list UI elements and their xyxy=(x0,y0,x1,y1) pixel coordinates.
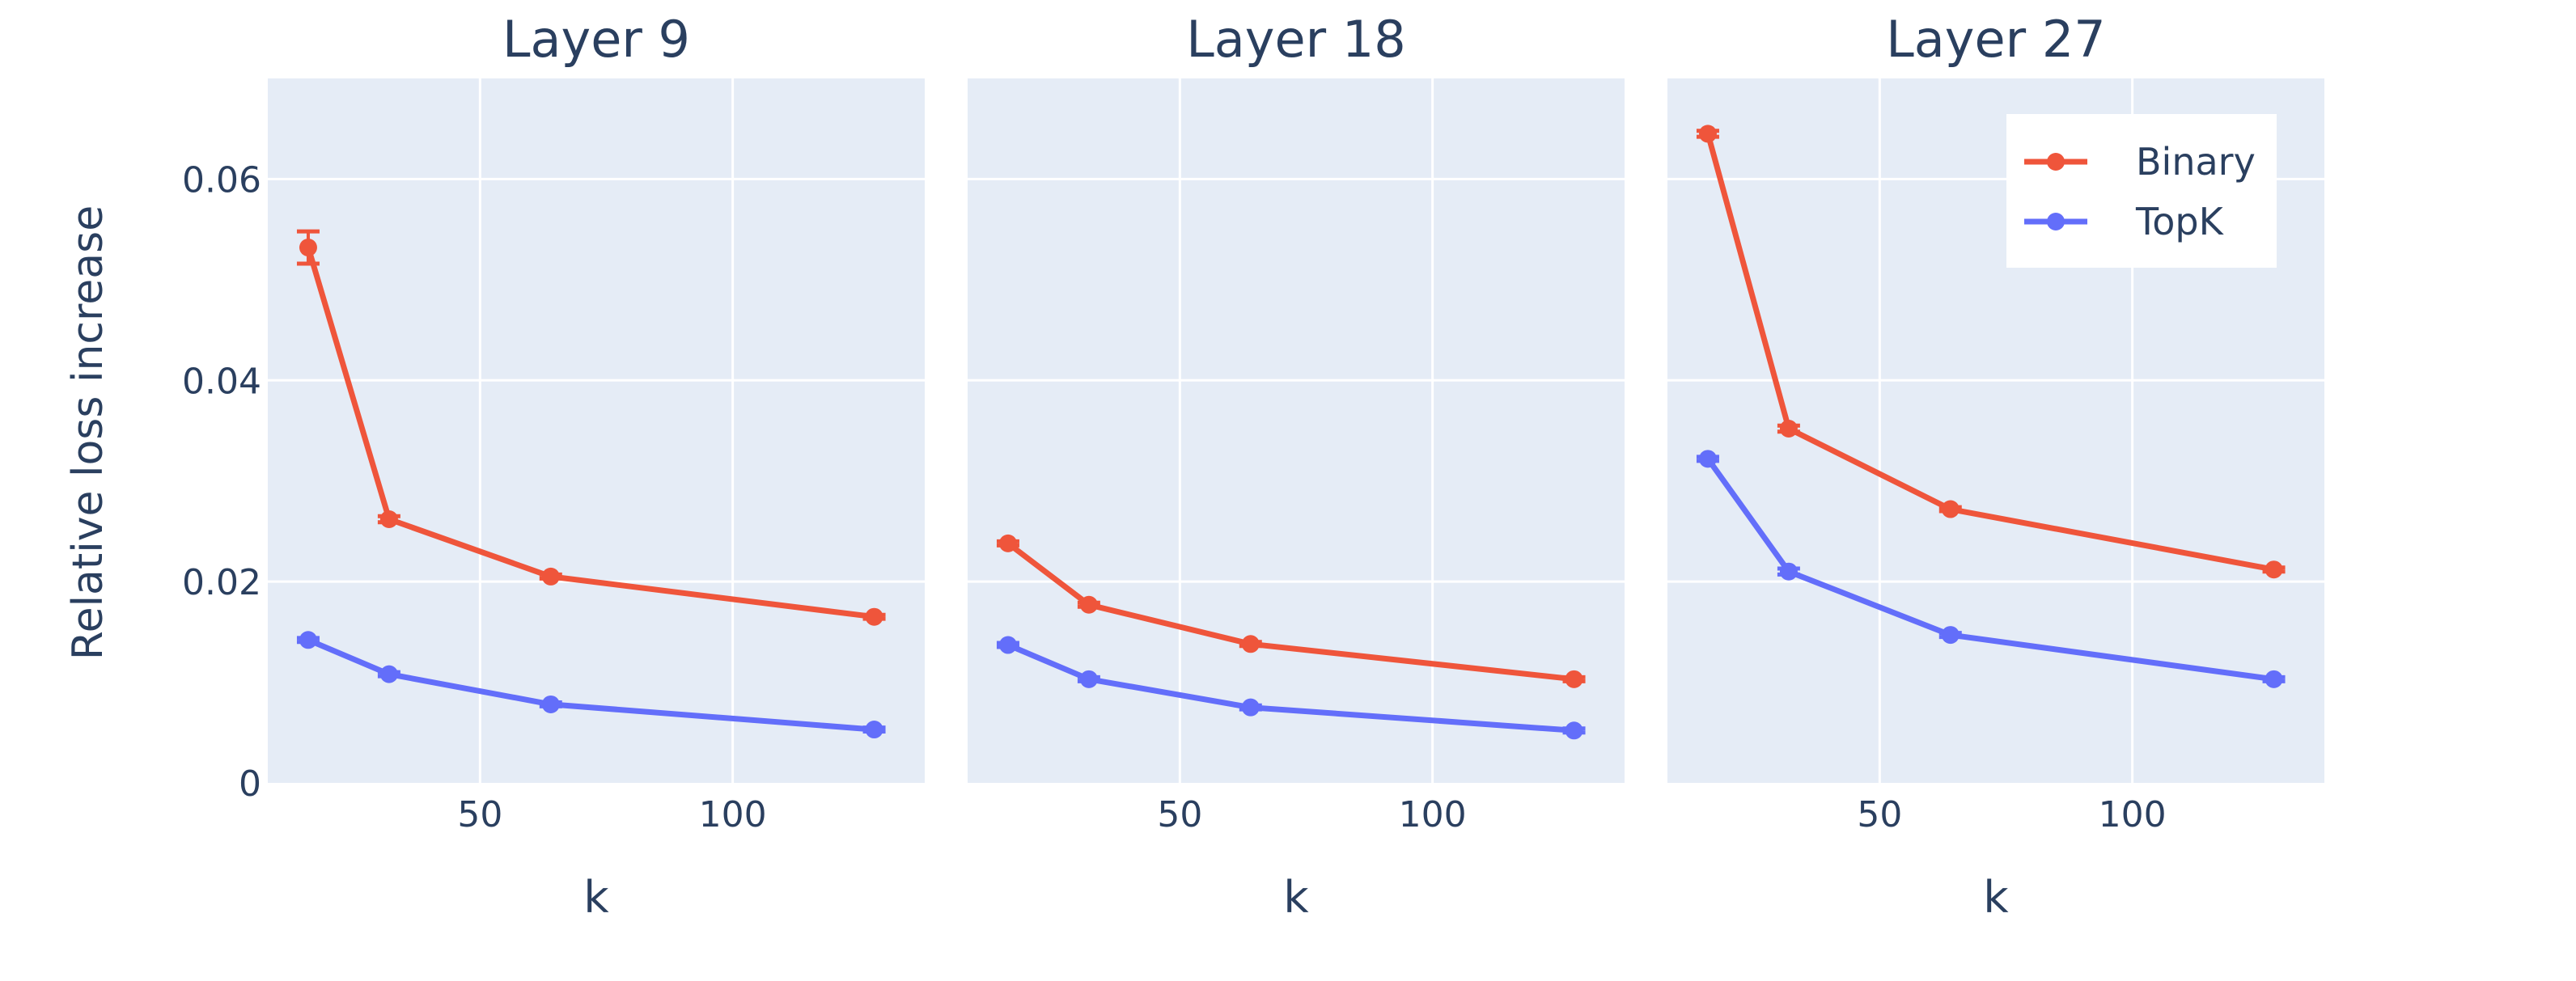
series-binary xyxy=(296,229,886,626)
data-point xyxy=(1698,125,1717,143)
data-point xyxy=(865,607,883,626)
legend-item-binary: Binary xyxy=(2024,140,2256,184)
data-point xyxy=(1079,595,1098,614)
plot-background xyxy=(968,78,1625,783)
series-topk xyxy=(1696,450,2286,688)
data-point xyxy=(1079,670,1098,688)
y-tick-label: 0.06 xyxy=(182,159,261,201)
data-point xyxy=(1241,698,1260,717)
x-axis-label: k xyxy=(583,872,609,923)
panel-title: Layer 9 xyxy=(502,10,690,69)
data-point xyxy=(299,239,317,257)
data-point xyxy=(1565,670,1583,688)
panel-title: Layer 18 xyxy=(1186,10,1405,69)
legend-label: Binary xyxy=(2136,140,2256,184)
panel-1: Layer 9 50 100 k 0 0.02 0.04 0.06 xyxy=(182,10,925,923)
data-point xyxy=(379,510,398,528)
y-tick-label: 0.02 xyxy=(182,562,261,603)
series-line xyxy=(305,244,877,620)
data-point xyxy=(1241,635,1260,653)
data-point xyxy=(1779,562,1798,581)
data-point xyxy=(299,631,317,649)
series-line xyxy=(305,636,877,733)
series-topk xyxy=(296,631,886,739)
x-tick-label: 50 xyxy=(1857,794,1902,835)
legend-label: TopK xyxy=(2135,200,2225,243)
data-point xyxy=(998,636,1017,654)
x-tick-label: 100 xyxy=(699,794,767,835)
x-axis-label: k xyxy=(1283,872,1309,923)
x-tick-label: 50 xyxy=(1157,794,1202,835)
series-line xyxy=(1705,455,2277,683)
panel-2: Layer 18 50 100 k xyxy=(968,10,1625,923)
y-tick-label: 0 xyxy=(239,763,261,805)
data-point xyxy=(541,567,560,586)
series-binary xyxy=(996,534,1586,688)
x-tick-label: 100 xyxy=(1399,794,1467,835)
legend-marker xyxy=(2047,213,2065,230)
x-tick-label: 100 xyxy=(2099,794,2167,835)
x-axis-label: k xyxy=(1983,872,2009,923)
series-binary xyxy=(1696,125,2286,579)
data-point xyxy=(379,665,398,683)
series-topk xyxy=(996,636,1586,740)
series-line xyxy=(1005,540,1577,683)
legend-box xyxy=(2006,114,2277,268)
x-tick-label: 50 xyxy=(457,794,502,835)
panel-title: Layer 27 xyxy=(1886,10,2105,69)
y-axis-label: Relative loss increase xyxy=(64,205,112,660)
series-line xyxy=(1005,642,1577,734)
data-point xyxy=(1565,721,1583,740)
data-point xyxy=(541,695,560,713)
data-point xyxy=(1941,500,1960,518)
data-point xyxy=(2265,670,2283,688)
data-point xyxy=(998,534,1017,552)
legend: Binary TopK xyxy=(2006,114,2277,268)
legend-item-topk: TopK xyxy=(2024,200,2225,243)
data-point xyxy=(1779,420,1798,438)
plot-background xyxy=(268,78,925,783)
data-point xyxy=(1698,450,1717,468)
data-point xyxy=(1941,626,1960,645)
data-point xyxy=(2265,560,2283,579)
panels: Layer 9 50 100 k 0 0.02 0.04 0.06 Layer 18 50 100 k… xyxy=(182,10,2324,923)
y-tick-label: 0.04 xyxy=(182,361,261,402)
data-point xyxy=(865,721,883,739)
series-line xyxy=(1705,130,2277,573)
legend-marker xyxy=(2047,153,2065,171)
